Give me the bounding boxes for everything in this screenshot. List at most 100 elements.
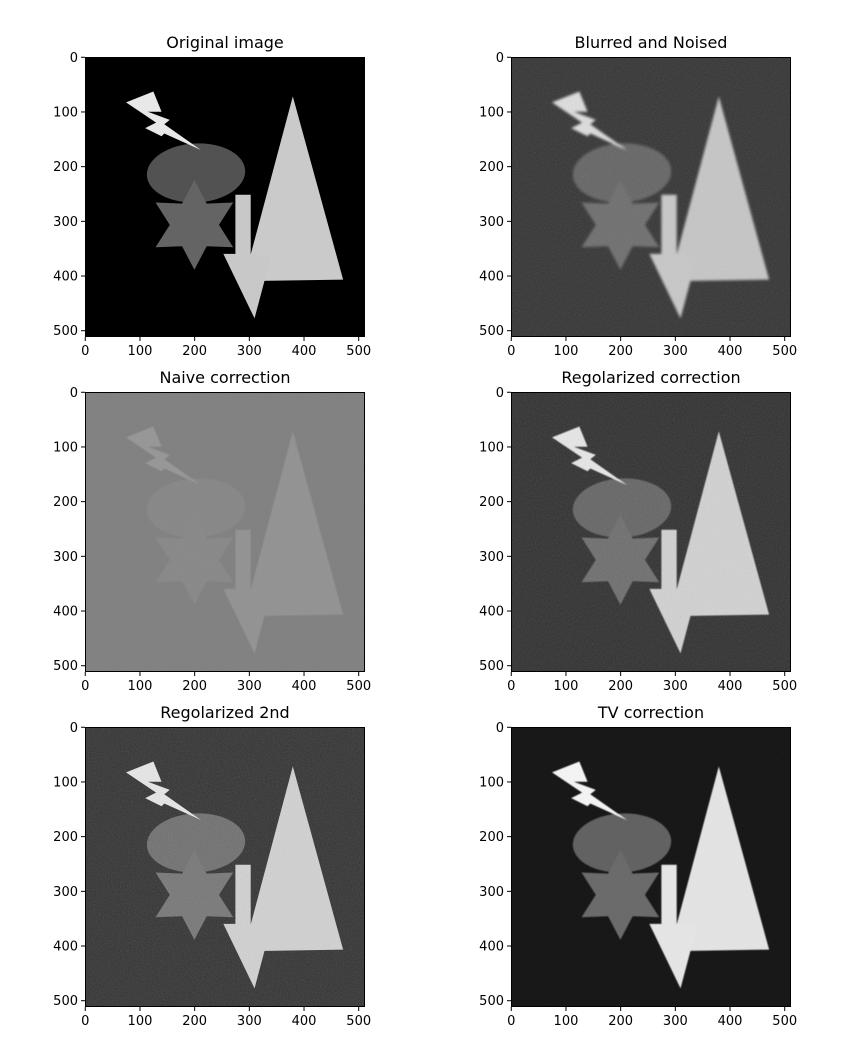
y-tick-label: 400 (53, 270, 78, 285)
y-tick-label: 200 (479, 830, 504, 845)
image-panel (511, 57, 791, 337)
x-tick-label: 100 (128, 1014, 153, 1029)
y-tick-label: 200 (53, 830, 78, 845)
x-tick-label: 100 (128, 679, 153, 694)
bolt-shape (126, 91, 201, 150)
x-tick-label: 300 (237, 679, 262, 694)
axes-frame (511, 57, 791, 337)
x-tick-label: 500 (346, 679, 371, 694)
x-tick-label: 400 (292, 679, 317, 694)
y-tick-label: 300 (479, 215, 504, 230)
x-tick-label: 0 (507, 1014, 515, 1029)
y-tick-label: 300 (53, 215, 78, 230)
x-tick-label: 0 (507, 344, 515, 359)
x-tick-label: 300 (237, 1014, 262, 1029)
y-tick-label: 100 (53, 775, 78, 790)
axes-frame (85, 727, 365, 1007)
x-tick-label: 400 (292, 1014, 317, 1029)
image-panel (85, 57, 365, 337)
y-tick-label: 500 (479, 994, 504, 1009)
y-tick-label: 500 (479, 324, 504, 339)
y-tick-label: 0 (496, 51, 504, 66)
y-tick-label: 100 (53, 440, 78, 455)
noise-overlay (511, 727, 791, 1007)
y-tick-label: 300 (53, 885, 78, 900)
subplot-title: Original image (166, 33, 284, 52)
subplot-title: Blurred and Noised (575, 33, 728, 52)
x-tick-label: 400 (718, 344, 743, 359)
x-tick-label: 200 (608, 1014, 633, 1029)
noise-overlay (511, 57, 791, 337)
subplot-title: Regolarized 2nd (160, 703, 289, 722)
x-tick-label: 500 (346, 1014, 371, 1029)
star-shape (155, 180, 234, 270)
y-tick-label: 100 (53, 105, 78, 120)
x-tick-label: 500 (772, 344, 797, 359)
x-tick-label: 0 (507, 679, 515, 694)
axes-frame (511, 727, 791, 1007)
x-tick-label: 0 (81, 344, 89, 359)
noise-overlay (511, 392, 791, 672)
x-tick-label: 300 (663, 1014, 688, 1029)
axes-frame (85, 392, 365, 672)
y-tick-label: 0 (496, 721, 504, 736)
x-tick-label: 200 (182, 344, 207, 359)
x-tick-label: 100 (554, 679, 579, 694)
image-panel (85, 727, 365, 1007)
y-tick-label: 0 (70, 51, 78, 66)
y-tick-label: 400 (479, 940, 504, 955)
x-tick-label: 500 (772, 679, 797, 694)
x-tick-label: 100 (554, 1014, 579, 1029)
y-tick-label: 300 (479, 885, 504, 900)
x-tick-label: 200 (608, 344, 633, 359)
x-tick-label: 200 (608, 679, 633, 694)
y-tick-label: 100 (479, 105, 504, 120)
y-tick-label: 300 (53, 550, 78, 565)
y-tick-label: 200 (53, 495, 78, 510)
y-tick-label: 500 (53, 324, 78, 339)
arrow-shape (223, 194, 271, 319)
y-tick-label: 500 (53, 994, 78, 1009)
y-tick-label: 200 (479, 495, 504, 510)
y-tick-label: 0 (70, 721, 78, 736)
x-tick-label: 0 (81, 1014, 89, 1029)
subplot-title: Naive correction (159, 368, 290, 387)
image-panel (511, 727, 791, 1007)
image-background (85, 57, 365, 337)
x-tick-label: 200 (182, 679, 207, 694)
subplot-title: TV correction (597, 703, 704, 722)
x-tick-label: 400 (292, 344, 317, 359)
y-tick-label: 500 (479, 659, 504, 674)
x-tick-label: 0 (81, 679, 89, 694)
x-tick-label: 400 (718, 1014, 743, 1029)
image-panel (85, 392, 365, 672)
axes-frame (511, 392, 791, 672)
x-tick-label: 300 (237, 344, 262, 359)
y-tick-label: 400 (479, 270, 504, 285)
subplot-title: Regolarized correction (561, 368, 740, 387)
y-tick-label: 400 (53, 605, 78, 620)
x-tick-label: 500 (772, 1014, 797, 1029)
y-tick-label: 100 (479, 775, 504, 790)
x-tick-label: 300 (663, 344, 688, 359)
y-tick-label: 100 (479, 440, 504, 455)
y-tick-label: 400 (53, 940, 78, 955)
y-tick-label: 500 (53, 659, 78, 674)
ellipse-shape (146, 143, 246, 203)
y-tick-label: 300 (479, 550, 504, 565)
axes-frame (85, 57, 365, 337)
noise-overlay (85, 727, 365, 1007)
image-panel (511, 392, 791, 672)
y-tick-label: 0 (70, 386, 78, 401)
noise-overlay (85, 392, 365, 672)
y-tick-label: 400 (479, 605, 504, 620)
x-tick-label: 500 (346, 344, 371, 359)
x-tick-label: 200 (182, 1014, 207, 1029)
